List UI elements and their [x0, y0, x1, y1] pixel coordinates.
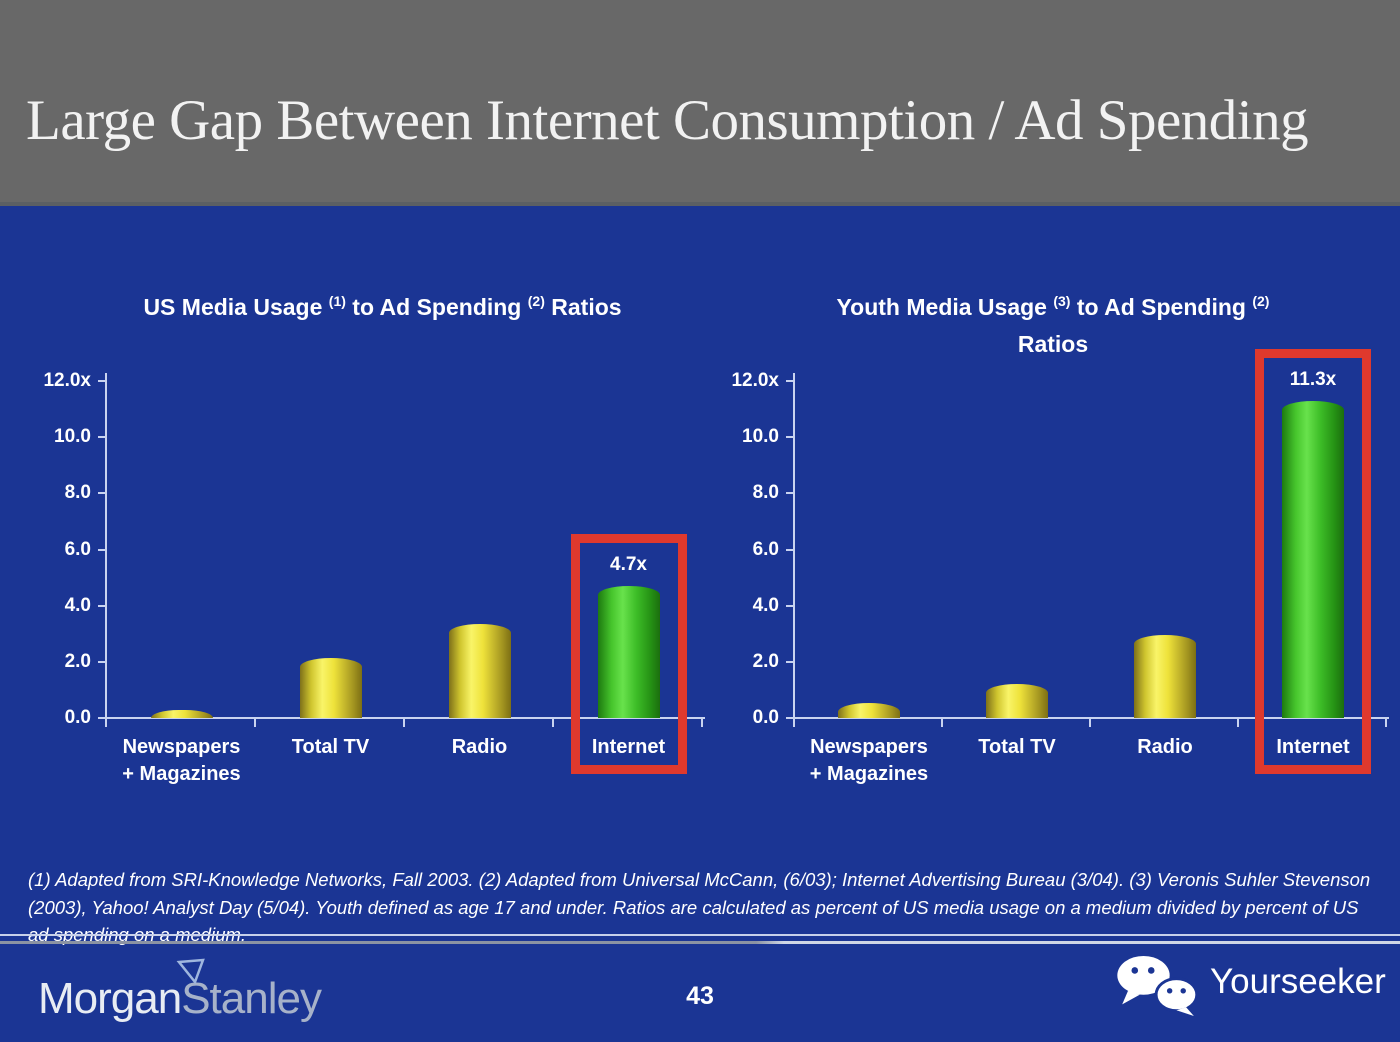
bar-total-tv [986, 684, 1048, 718]
slide-title: Large Gap Between Internet Consumption /… [26, 89, 1309, 152]
y-tick-label: 4.0 [64, 594, 91, 616]
chart-title-text: Ratios [544, 294, 622, 320]
category-label: Total TV [291, 736, 370, 758]
y-tick-mark [98, 660, 105, 663]
y-tick-label: 0.0 [752, 707, 779, 728]
x-axis [793, 717, 1389, 719]
category-label: Newspapers + Magazines [809, 736, 929, 785]
chart-title-text: to Ad Spending [1070, 294, 1253, 320]
category-label: Newspapers + Magazines [122, 736, 241, 785]
bar-radio [1134, 635, 1196, 718]
chart-title-text: Ratios [1017, 331, 1089, 357]
y-tick-label: 10.0 [54, 426, 91, 448]
highlight-box [1255, 348, 1371, 774]
y-tick-mark [786, 717, 793, 719]
separator-line [0, 934, 1400, 936]
bar-internet [597, 586, 660, 718]
y-tick-label: 2.0 [752, 650, 779, 672]
footnote-marker: (2) [1252, 293, 1270, 309]
x-tick-mark [1089, 719, 1091, 727]
page-number: 43 [686, 982, 714, 1010]
y-tick-label: 12.0x [43, 370, 91, 391]
watermark-label: Yourseeker [1210, 962, 1386, 1001]
bar-newspapers [150, 709, 213, 718]
y-tick-mark [786, 660, 793, 663]
bar-value-label: 4.7x [610, 554, 647, 575]
y-tick-label: 6.0 [64, 538, 91, 560]
y-tick-label: 8.0 [64, 482, 91, 504]
y-tick-mark [98, 492, 105, 495]
chart-title: US Media Usage (1) to Ad Spending (2) Ra… [60, 290, 705, 327]
category-label: Radio [1137, 736, 1193, 758]
bar-radio [448, 623, 511, 718]
x-tick-mark [105, 719, 107, 727]
y-tick-mark [98, 717, 105, 719]
bar-value-label: 11.3x [1289, 368, 1337, 390]
category-label: Radio [451, 736, 508, 758]
category-label: Internet [591, 736, 666, 758]
category-label: Internet [1276, 736, 1350, 758]
y-tick-label: 6.0 [752, 538, 779, 560]
x-tick-mark [701, 719, 703, 727]
y-tick-label: 8.0 [752, 482, 779, 504]
wechat-icon [1117, 955, 1199, 1016]
y-tick-label: 0.0 [64, 707, 91, 728]
y-tick-mark [786, 548, 793, 551]
y-axis [793, 373, 795, 718]
bar-internet [1282, 400, 1344, 718]
y-tick-mark [786, 436, 793, 439]
x-tick-mark [552, 719, 554, 727]
bar-total-tv [299, 657, 362, 718]
brand-morgan: Morgan [38, 974, 182, 1023]
separator-line [0, 941, 1400, 944]
footnote-marker: (2) [527, 293, 545, 309]
y-axis [105, 373, 107, 718]
y-tick-mark [98, 436, 105, 439]
x-tick-mark [254, 719, 256, 727]
footnote-marker: (3) [1053, 293, 1071, 309]
x-tick-mark [793, 719, 795, 727]
y-tick-label: 12.0x [731, 370, 779, 391]
watermark: Yourseeker [1114, 950, 1394, 1020]
x-tick-mark [941, 719, 943, 727]
header-band: Large Gap Between Internet Consumption /… [0, 0, 1400, 206]
chart-title-text: to Ad Spending [345, 294, 528, 320]
brand-stanley: Stanley [181, 974, 322, 1023]
bar-newspapers [838, 702, 900, 718]
morgan-stanley-logo: MorganStanley [38, 974, 322, 1024]
y-tick-mark [98, 380, 105, 382]
footnote: (1) Adapted from SRI-Knowledge Networks,… [28, 869, 1371, 945]
x-tick-mark [1237, 719, 1239, 727]
x-axis [105, 717, 705, 719]
y-tick-mark [98, 604, 105, 607]
y-tick-mark [786, 492, 793, 495]
y-tick-label: 4.0 [752, 594, 779, 616]
x-tick-mark [1385, 719, 1387, 727]
chart-title-text: Youth Media Usage [836, 294, 1054, 320]
x-tick-mark [403, 719, 405, 727]
y-tick-label: 2.0 [64, 650, 91, 672]
y-tick-label: 10.0 [742, 426, 779, 448]
y-tick-mark [786, 380, 793, 382]
category-label: Total TV [978, 736, 1056, 758]
chart-title-text: US Media Usage [143, 294, 329, 320]
footnote-marker: (1) [328, 293, 346, 309]
highlight-box [570, 534, 687, 774]
y-tick-mark [786, 604, 793, 607]
y-tick-mark [98, 548, 105, 551]
chart-title: Youth Media Usage (3) to Ad Spending (2)… [758, 290, 1348, 361]
morgan-stanley-triangle-icon [176, 958, 205, 985]
